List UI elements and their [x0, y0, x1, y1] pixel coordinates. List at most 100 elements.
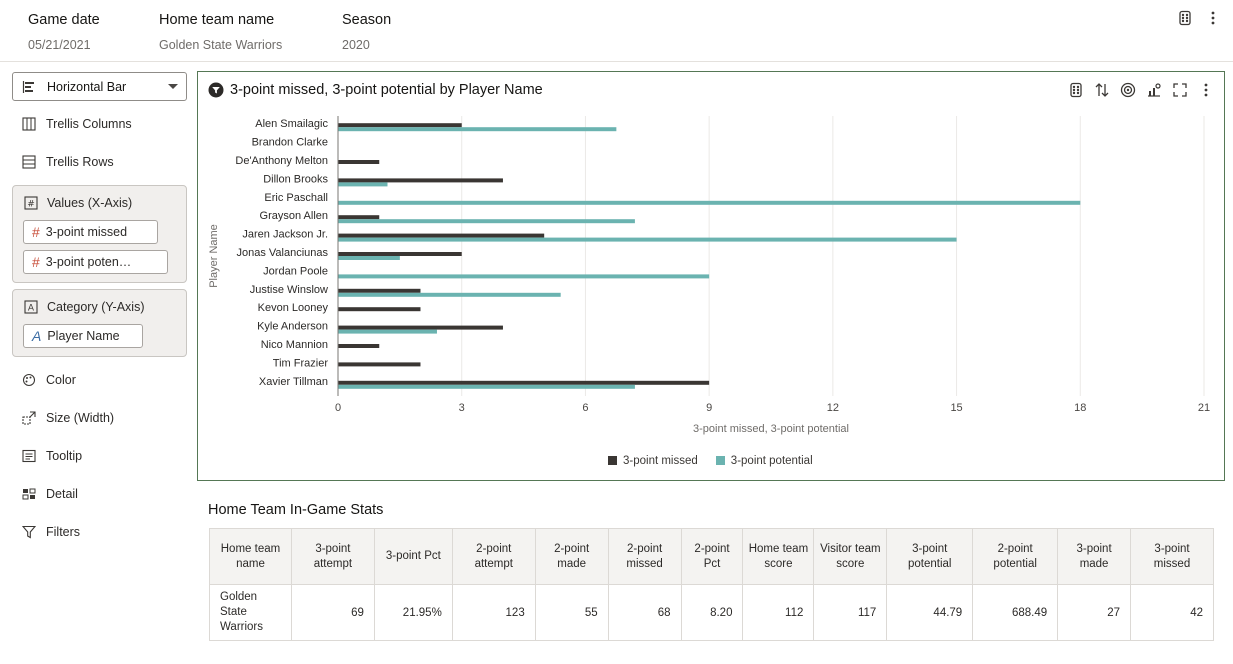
column-header[interactable]: Visitor team score: [813, 528, 888, 585]
table-cell: 688.49: [972, 584, 1059, 641]
svg-text:A: A: [28, 304, 35, 314]
column-header[interactable]: 3-point made: [1057, 528, 1132, 585]
y-tick-label: Nico Mannion: [261, 339, 328, 351]
category-dropzone[interactable]: A Category (Y-Axis) A Player Name: [12, 289, 187, 357]
legend-label: 3-point missed: [623, 455, 698, 467]
detail-label: Detail: [46, 487, 78, 501]
x-axis-title: 3-point missed, 3-point potential: [693, 423, 849, 435]
more-vertical-icon[interactable]: [1205, 10, 1221, 26]
values-dropzone[interactable]: # Values (X-Axis) # 3-point missed # 3-p…: [12, 185, 187, 283]
filter-season[interactable]: Season 2020: [342, 12, 391, 52]
y-tick-label: Xavier Tillman: [259, 376, 328, 388]
filter-value: Golden State Warriors: [159, 38, 283, 52]
bar: [338, 178, 503, 183]
y-tick-label: Jonas Valanciunas: [236, 247, 328, 259]
rows-icon: [22, 155, 36, 169]
tooltip-icon: [22, 449, 36, 463]
filter-bar: Game date 05/21/2021 Home team name Gold…: [0, 0, 1233, 62]
attribute-icon: A: [23, 299, 39, 315]
color-dropzone[interactable]: Color: [12, 361, 187, 399]
filter-value: 2020: [342, 38, 370, 52]
table-cell: 21.95%: [373, 584, 453, 641]
column-header[interactable]: Home team score: [742, 528, 815, 585]
bar: [338, 123, 462, 128]
filter-value: 05/21/2021: [28, 38, 91, 52]
y-tick-label: Kevon Looney: [258, 302, 329, 314]
trellis-columns-dropzone[interactable]: Trellis Columns: [12, 105, 187, 143]
attribute-icon: A: [32, 328, 42, 344]
legend-item[interactable]: 3-point potential: [715, 455, 813, 467]
column-header[interactable]: 3-point Pct: [373, 528, 453, 585]
filter-game-date[interactable]: Game date 05/21/2021: [28, 12, 100, 52]
x-tick-label: 0: [335, 402, 341, 414]
table-title: Home Team In-Game Stats: [208, 502, 384, 518]
palette-icon: [22, 373, 36, 387]
more-vertical-icon[interactable]: [1198, 82, 1214, 98]
grammar-icon[interactable]: [1068, 82, 1084, 98]
table-cell: 69: [290, 584, 375, 641]
measure-icon: #: [32, 254, 40, 270]
resize-icon: [22, 411, 36, 425]
x-tick-label: 18: [1074, 402, 1086, 414]
bar: [338, 252, 462, 256]
legend-item[interactable]: 3-point missed: [608, 455, 698, 467]
y-tick-label: Grayson Allen: [260, 210, 328, 222]
trellis-rows-label: Trellis Rows: [46, 155, 114, 169]
bar: [338, 362, 421, 367]
bar: [338, 325, 503, 330]
y-tick-label: Dillon Brooks: [263, 173, 328, 185]
y-tick-label: Alen Smailagic: [255, 118, 328, 130]
values-label: Values (X-Axis): [47, 196, 133, 210]
table-header-row: Home team name 3-point attempt 3-point Pct…: [209, 528, 1214, 585]
chevron-down-icon: [168, 84, 178, 89]
tooltip-dropzone[interactable]: Tooltip: [12, 437, 187, 475]
table-cell: 44.79: [886, 584, 974, 641]
target-icon[interactable]: [1120, 82, 1136, 98]
column-header[interactable]: 3-point potential: [886, 528, 974, 585]
column-header[interactable]: 2-point made: [534, 528, 609, 585]
pill-label: Player Name: [47, 329, 120, 343]
x-tick-label: 9: [706, 402, 712, 414]
column-header[interactable]: Home team name: [209, 528, 292, 585]
value-pill-3pt-potential[interactable]: # 3-point poten…: [23, 250, 168, 274]
chart-title: 3-point missed, 3-point potential by Pla…: [230, 82, 543, 98]
chart-analytics-icon[interactable]: [1146, 82, 1162, 98]
detail-dropzone[interactable]: Detail: [12, 475, 187, 513]
column-header[interactable]: 2-point Pct: [680, 528, 744, 585]
bar: [338, 160, 380, 164]
legend-swatch: [715, 456, 725, 465]
legend-label: 3-point potential: [730, 455, 813, 467]
sort-icon[interactable]: [1094, 82, 1110, 98]
column-header[interactable]: 3-point missed: [1130, 528, 1214, 585]
filters-label: Filters: [46, 525, 81, 539]
table-cell: 42: [1130, 584, 1214, 641]
filters-dropzone[interactable]: Filters: [12, 513, 187, 551]
column-header[interactable]: 2-point attempt: [451, 528, 536, 585]
chart-legend: 3-point missed 3-point potential: [608, 455, 813, 467]
bar: [338, 288, 421, 293]
category-label: Category (Y-Axis): [47, 300, 145, 314]
filter-label: Season: [342, 12, 392, 28]
size-dropzone[interactable]: Size (Width): [12, 399, 187, 437]
viz-type-label: Horizontal Bar: [47, 79, 127, 94]
bar: [338, 307, 421, 312]
maximize-icon[interactable]: [1172, 82, 1188, 98]
pill-label: 3-point poten…: [45, 255, 132, 269]
stats-table: Home team name 3-point attempt 3-point Pct…: [209, 528, 1214, 641]
grammar-icon[interactable]: [1177, 10, 1193, 26]
chart-card[interactable]: 0 3 6 9 12 15 18 21 Alen Smailagic Brandon Clarke…: [197, 71, 1225, 481]
table-cell: 123: [451, 584, 536, 641]
value-pill-3pt-missed[interactable]: # 3-point missed: [23, 220, 158, 244]
svg-text:#: #: [27, 200, 35, 210]
column-header[interactable]: 2-point potential: [972, 528, 1059, 585]
bar: [338, 380, 710, 385]
filter-label: Home team name: [159, 12, 275, 28]
viz-type-select[interactable]: Horizontal Bar: [12, 72, 187, 101]
bar: [338, 233, 545, 238]
column-header[interactable]: 2-point missed: [607, 528, 682, 585]
column-header[interactable]: 3-point attempt: [290, 528, 375, 585]
category-pill-player-name[interactable]: A Player Name: [23, 324, 143, 348]
trellis-rows-dropzone[interactable]: Trellis Rows: [12, 143, 187, 181]
table-cell: Golden State Warriors: [209, 584, 292, 641]
filter-home-team-name[interactable]: Home team name Golden State Warriors: [159, 12, 282, 52]
